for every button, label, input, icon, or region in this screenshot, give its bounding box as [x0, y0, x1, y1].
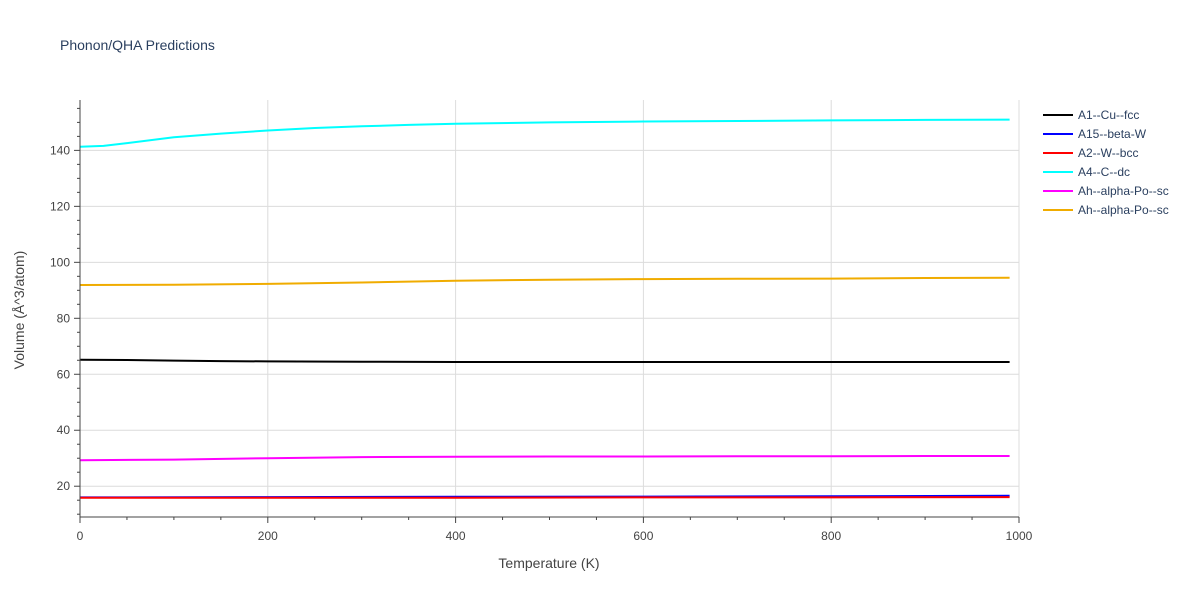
axes: 0 200 400 600 800 1000 20 40 60 80 100 120 140: [50, 100, 1033, 543]
y-tick-label: 60: [57, 367, 71, 381]
series-line-4: [79, 455, 1010, 462]
legend-item-3[interactable]: A4--C--dc: [1043, 165, 1130, 179]
series-line-5: [79, 276, 1010, 286]
y-tick-label: 100: [50, 255, 70, 269]
y-tick-label: 80: [57, 311, 71, 325]
y-tick-label: 140: [50, 143, 70, 157]
legend-item-5[interactable]: Ah--alpha-Po--sc: [1043, 203, 1169, 217]
y-tick-label: 40: [57, 423, 71, 437]
y-axis-title: Volume (Å^3/atom): [11, 251, 27, 370]
x-tick-label: 0: [77, 529, 84, 543]
legend-label: A2--W--bcc: [1078, 146, 1138, 160]
legend-label: A15--beta-W: [1078, 127, 1147, 141]
legend-item-1[interactable]: A15--beta-W: [1043, 127, 1147, 141]
series-line-2: [80, 496, 1010, 499]
chart-title: Phonon/QHA Predictions: [60, 37, 215, 53]
legend-item-0[interactable]: A1--Cu--fcc: [1043, 108, 1139, 122]
x-tick-label: 800: [821, 529, 841, 543]
legend[interactable]: A1--Cu--fcc A15--beta-W A2--W--bcc A4--C--d…: [1043, 108, 1169, 217]
legend-item-4[interactable]: Ah--alpha-Po--sc: [1043, 184, 1169, 198]
x-tick-label: 1000: [1006, 529, 1033, 543]
series-line-0: [79, 358, 1010, 363]
y-tick-label: 120: [50, 199, 70, 213]
legend-label: A1--Cu--fcc: [1078, 108, 1139, 122]
legend-item-2[interactable]: A2--W--bcc: [1043, 146, 1138, 160]
grid: [80, 100, 1020, 517]
x-axis-title: Temperature (K): [498, 555, 599, 571]
legend-label: Ah--alpha-Po--sc: [1078, 203, 1169, 217]
series-line-3: [79, 118, 1010, 148]
x-tick-label: 400: [446, 529, 466, 543]
legend-label: Ah--alpha-Po--sc: [1078, 184, 1169, 198]
series-lines: [79, 118, 1010, 499]
legend-label: A4--C--dc: [1078, 165, 1130, 179]
x-tick-label: 200: [258, 529, 278, 543]
x-tick-label: 600: [633, 529, 653, 543]
y-tick-label: 20: [57, 479, 71, 493]
